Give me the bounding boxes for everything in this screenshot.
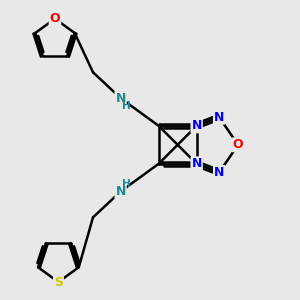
Text: O: O xyxy=(233,138,243,151)
Text: S: S xyxy=(54,275,63,289)
Text: H: H xyxy=(122,101,131,111)
Text: N: N xyxy=(116,92,126,105)
Text: N: N xyxy=(214,166,224,179)
Text: N: N xyxy=(214,111,224,124)
Text: N: N xyxy=(191,119,202,132)
Text: H: H xyxy=(122,179,131,189)
Text: N: N xyxy=(116,185,126,198)
Text: N: N xyxy=(191,157,202,170)
Text: O: O xyxy=(50,12,60,25)
